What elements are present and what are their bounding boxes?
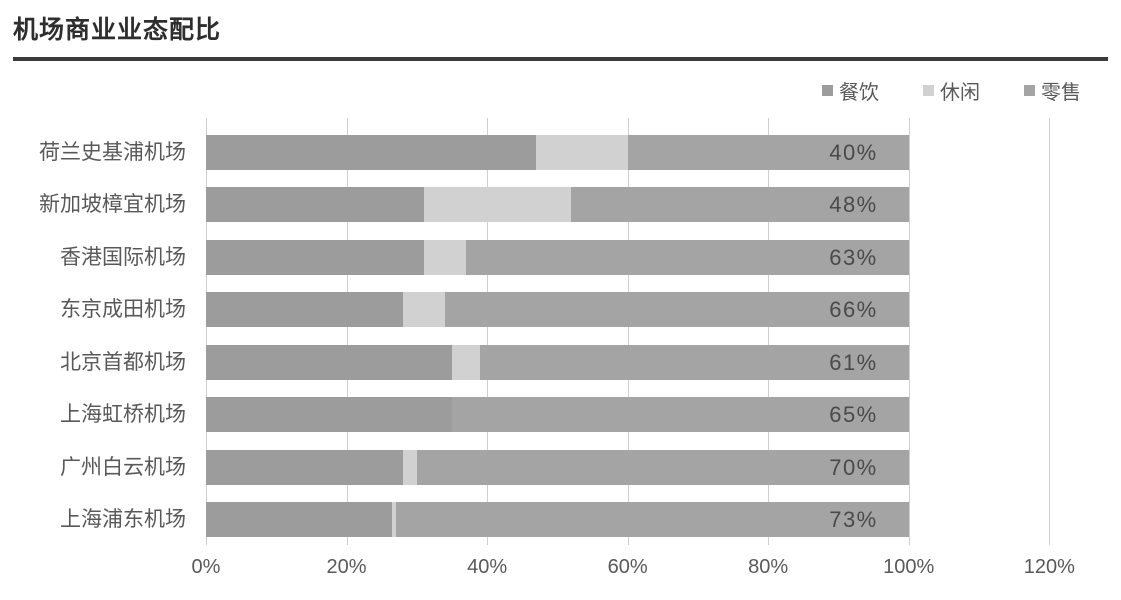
x-tick-label: 80% <box>748 556 789 578</box>
legend-label-retail: 零售 <box>1041 81 1081 104</box>
category-label: 荷兰史基浦机场 <box>39 141 186 164</box>
legend-item-retail: 零售 <box>1024 76 1081 105</box>
legend-item-leisure: 休闲 <box>923 76 980 105</box>
gridline <box>1049 118 1051 545</box>
stacked-bar: 70% <box>206 449 909 485</box>
legend-label-catering: 餐饮 <box>839 81 879 104</box>
stacked-bar: 65% <box>206 397 909 433</box>
bar-segment-零售 <box>480 344 909 380</box>
bar-segment-零售 <box>395 502 909 538</box>
gridline <box>346 118 348 545</box>
bar-row: 上海浦东机场 73% <box>0 502 1121 538</box>
bar-segment-休闲 <box>423 239 466 275</box>
stacked-bar: 63% <box>206 239 909 275</box>
category-label: 东京成田机场 <box>60 298 186 322</box>
bar-segment-休闲 <box>402 292 445 328</box>
bar-segment-零售 <box>451 397 909 433</box>
bar-segment-餐饮 <box>206 397 452 433</box>
bar-segment-休闲 <box>402 449 417 485</box>
stacked-bar: 40% <box>206 135 909 170</box>
gridline <box>206 118 207 545</box>
value-label: 66% <box>829 297 878 323</box>
x-tick-label: 100% <box>883 556 935 578</box>
bar-segment-餐饮 <box>206 344 452 380</box>
x-tick-label: 60% <box>607 556 648 578</box>
bar-row: 新加坡樟宜机场 48% <box>0 187 1121 223</box>
bar-segment-零售 <box>416 449 909 485</box>
stacked-bar: 66% <box>206 292 909 328</box>
value-label: 63% <box>829 244 878 270</box>
bar-segment-休闲 <box>536 135 628 170</box>
plot-area <box>206 118 1051 545</box>
bar-segment-餐饮 <box>206 449 403 485</box>
bar-segment-零售 <box>571 187 909 223</box>
bar-row: 香港国际机场 63% <box>0 239 1121 275</box>
legend-swatch-retail <box>1024 84 1035 96</box>
value-label: 61% <box>829 349 878 375</box>
gridline <box>908 118 910 545</box>
bar-segment-餐饮 <box>206 502 393 538</box>
gridline <box>768 118 770 545</box>
legend-label-leisure: 休闲 <box>940 81 980 104</box>
gridline <box>627 118 629 545</box>
value-label: 65% <box>829 402 878 428</box>
bar-row: 荷兰史基浦机场 40% <box>0 135 1121 170</box>
legend-item-catering: 餐饮 <box>822 76 879 105</box>
legend-swatch-catering <box>822 84 833 96</box>
stacked-bar: 48% <box>206 187 909 223</box>
bar-row: 上海虹桥机场 65% <box>0 397 1121 433</box>
stacked-bar: 73% <box>206 502 909 538</box>
bar-row: 东京成田机场 66% <box>0 292 1121 328</box>
bar-segment-零售 <box>466 239 909 275</box>
bar-segment-休闲 <box>423 187 572 223</box>
category-label: 上海虹桥机场 <box>60 403 186 427</box>
bar-segment-餐饮 <box>206 135 537 170</box>
gridline <box>487 118 489 545</box>
value-label: 70% <box>829 454 878 480</box>
bar-row: 广州白云机场 70% <box>0 449 1121 485</box>
stacked-bar: 61% <box>206 344 909 380</box>
category-label: 香港国际机场 <box>60 245 186 269</box>
category-label: 广州白云机场 <box>60 455 186 479</box>
bar-segment-餐饮 <box>206 187 424 223</box>
bar-segment-餐饮 <box>206 292 403 328</box>
x-tick-label: 0% <box>191 556 221 578</box>
category-label: 新加坡樟宜机场 <box>39 193 186 217</box>
bar-row: 北京首都机场 61% <box>0 344 1121 380</box>
category-label: 上海浦东机场 <box>60 508 186 532</box>
x-tick-label: 20% <box>326 556 367 578</box>
bar-segment-休闲 <box>451 344 481 380</box>
legend-swatch-leisure <box>923 84 934 96</box>
bar-segment-零售 <box>627 135 909 170</box>
bar-segment-休闲 <box>392 502 396 538</box>
value-label: 73% <box>829 507 878 533</box>
bar-segment-零售 <box>444 292 909 328</box>
x-tick-label: 120% <box>1023 556 1075 578</box>
title-divider <box>13 57 1108 61</box>
value-label: 40% <box>829 140 878 165</box>
x-tick-label: 40% <box>467 556 508 578</box>
bar-segment-餐饮 <box>206 239 424 275</box>
value-label: 48% <box>829 192 878 218</box>
chart-title: 机场商业业态配比 <box>13 16 222 44</box>
legend: 餐饮 休闲 零售 <box>822 76 1081 105</box>
category-label: 北京首都机场 <box>60 350 186 374</box>
